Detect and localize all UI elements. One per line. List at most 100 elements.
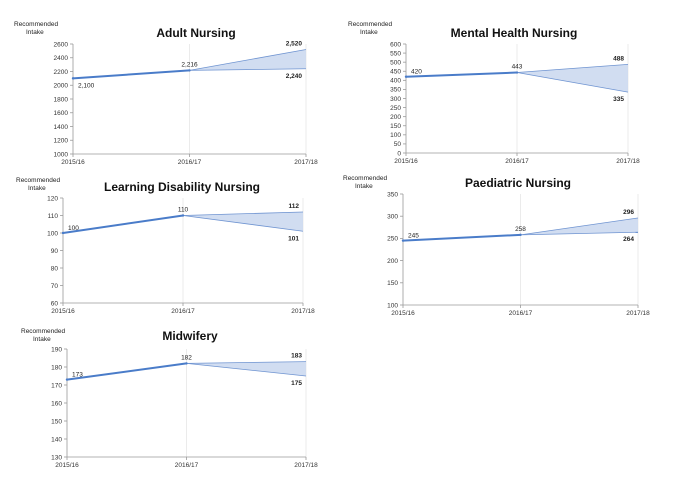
y-axis-label: Recommended Intake	[14, 21, 58, 36]
y-tick-label: 250	[390, 105, 401, 112]
y-tick-label: 100	[390, 132, 401, 139]
data-point	[515, 71, 519, 74]
y-tick-label: 150	[390, 123, 401, 130]
data-label: 258	[515, 226, 526, 233]
data-label-low: 175	[291, 380, 302, 387]
projection-low-line	[516, 72, 629, 93]
y-tick-label: 1000	[54, 151, 69, 158]
data-point	[181, 214, 185, 217]
data-label: 420	[411, 69, 422, 76]
y-tick-label: 150	[387, 280, 398, 287]
x-tick-label: 2016/17	[505, 158, 529, 165]
data-label: 182	[181, 354, 192, 361]
data-label: 173	[72, 372, 83, 379]
data-label: 110	[178, 207, 189, 214]
series-line	[66, 362, 187, 381]
data-point	[188, 69, 191, 72]
y-tick-label: 300	[390, 96, 401, 103]
y-tick-label: 1800	[54, 96, 69, 103]
projection-high-line	[520, 217, 639, 236]
data-label-high: 183	[291, 353, 302, 360]
data-point	[65, 378, 69, 381]
projection-band	[183, 212, 303, 232]
y-tick-label: 2000	[54, 83, 69, 90]
projection-high-line	[189, 49, 307, 71]
chart-title: Adult Nursing	[156, 26, 235, 40]
data-label-low: 335	[613, 96, 624, 103]
y-tick-label: 1200	[54, 138, 69, 145]
data-point	[404, 75, 408, 78]
y-axis-label: Recommended Intake	[16, 177, 60, 192]
chart-2: Mental Health Nursing Recommended Intake 0 5…	[348, 21, 640, 165]
chart-title: Mental Health Nursing	[451, 26, 578, 40]
x-tick-label: 2016/17	[178, 159, 202, 166]
x-tick-label: 2015/16	[391, 310, 415, 317]
y-tick-label: 100	[387, 302, 398, 309]
projection-low-line	[186, 363, 307, 377]
y-tick-label: 140	[51, 436, 62, 443]
series-line	[402, 233, 521, 242]
y-tick-label: 2200	[54, 69, 69, 76]
chart-title: Midwifery	[162, 329, 218, 343]
chart-4: Paediatric Nursing Recommended Intake 100 15…	[343, 175, 650, 317]
data-label-low: 2,240	[286, 73, 303, 80]
y-tick-label: 190	[51, 346, 62, 353]
y-tick-label: 150	[51, 418, 62, 425]
data-point	[401, 239, 405, 242]
data-label-high: 488	[613, 55, 624, 62]
projection-low-line	[189, 68, 307, 71]
data-point	[71, 77, 75, 80]
chart-title: Paediatric Nursing	[465, 176, 571, 190]
y-tick-label: 70	[51, 283, 59, 290]
chart-title: Learning Disability Nursing	[104, 180, 260, 194]
data-point	[185, 362, 188, 365]
y-tick-label: 200	[387, 258, 398, 265]
y-tick-label: 550	[390, 50, 401, 57]
y-tick-label: 0	[397, 150, 401, 157]
y-tick-label: 90	[51, 248, 59, 255]
series-line	[405, 71, 518, 78]
y-tick-label: 250	[387, 236, 398, 243]
data-label: 245	[408, 233, 419, 240]
y-axis-label: Recommended Intake	[343, 175, 387, 190]
data-label-high: 296	[623, 209, 634, 216]
x-tick-label: 2015/16	[51, 308, 75, 315]
series-line	[62, 214, 184, 234]
chart-1: Adult Nursing Recommended Intake 1000 1200 14…	[14, 21, 318, 166]
projection-low-line	[520, 231, 639, 236]
y-tick-label: 2600	[54, 41, 69, 48]
y-tick-label: 160	[51, 400, 62, 407]
y-tick-label: 400	[390, 78, 401, 85]
y-tick-label: 500	[390, 59, 401, 66]
y-tick-label: 80	[51, 265, 59, 272]
chart-3: Learning Disability Nursing Recommended In…	[16, 177, 315, 315]
y-tick-label: 60	[51, 300, 59, 307]
x-tick-label: 2017/18	[294, 462, 318, 469]
x-tick-label: 2017/18	[294, 159, 318, 166]
projection-high-line	[182, 211, 304, 216]
y-axis-label: Recommended Intake	[348, 21, 392, 36]
y-tick-label: 1600	[54, 110, 69, 117]
chart-5: Midwifery Recommended Intake 130 140 150 160 17…	[21, 328, 318, 469]
y-tick-label: 180	[51, 364, 62, 371]
x-tick-label: 2015/16	[55, 462, 79, 469]
data-label: 443	[512, 64, 523, 71]
y-tick-label: 1400	[54, 124, 69, 131]
y-tick-label: 130	[51, 454, 62, 461]
data-point	[519, 233, 522, 237]
x-tick-label: 2017/18	[626, 310, 650, 317]
y-tick-label: 600	[390, 41, 401, 48]
data-label: 2,216	[181, 61, 198, 68]
y-tick-label: 110	[48, 213, 59, 220]
x-tick-label: 2016/17	[171, 308, 195, 315]
projection-high-line	[186, 361, 307, 364]
projection-band	[517, 64, 628, 93]
data-label-high: 2,520	[286, 41, 303, 48]
data-point	[61, 231, 65, 235]
x-tick-label: 2016/17	[175, 462, 199, 469]
data-label-low: 264	[623, 236, 634, 243]
x-tick-label: 2016/17	[509, 310, 533, 317]
y-tick-label: 2400	[54, 55, 69, 62]
y-tick-label: 170	[51, 382, 62, 389]
